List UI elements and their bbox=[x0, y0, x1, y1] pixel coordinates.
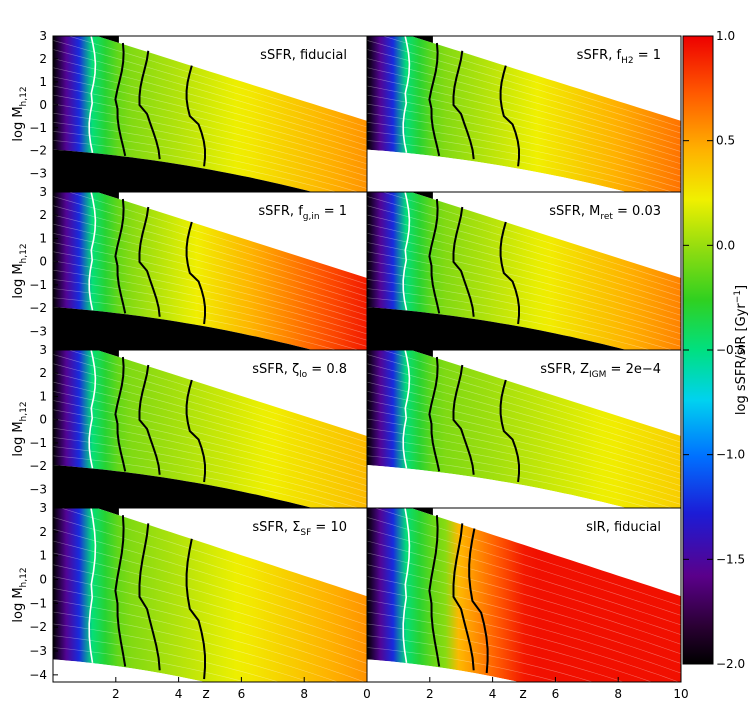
y-tick-label: 3 bbox=[39, 185, 47, 199]
colorbar-tick-label: −1.0 bbox=[716, 448, 745, 462]
y-tick-label: −3 bbox=[29, 167, 47, 181]
y-axis-label: log Mh,12 bbox=[11, 243, 29, 298]
x-tick-label: 6 bbox=[238, 687, 246, 701]
y-axis-label: log Mh,12 bbox=[11, 567, 29, 622]
y-tick-label: 1 bbox=[39, 231, 47, 245]
x-axis-label-left: z bbox=[202, 686, 209, 702]
y-axis-label: log Mh,12 bbox=[11, 401, 29, 456]
y-axis-label: log Mh,12 bbox=[11, 86, 29, 141]
colorbar-label: log sSFR/sIR [Gyr−1] bbox=[733, 285, 749, 415]
y-tick-label: −1 bbox=[29, 596, 47, 610]
y-tick-label: 0 bbox=[39, 413, 47, 427]
colorbar-tick-label: −2.0 bbox=[716, 657, 745, 671]
y-tick-label: −3 bbox=[29, 644, 47, 658]
colorbar-tick-label: −1.5 bbox=[716, 552, 745, 566]
x-tick-label: 10 bbox=[673, 687, 688, 701]
x-tick-label: 8 bbox=[614, 687, 622, 701]
panel-4: sSFR, Mret = 0.03 bbox=[367, 178, 681, 365]
panel-7: sSFR, ΣSF = 10 3 2 1 0 −1 −2 −3 −4 log Mh,12 2 4 6 8 bbox=[11, 494, 367, 720]
y-tick-label: −3 bbox=[29, 324, 47, 338]
colorbar-tick-label: 1.0 bbox=[716, 29, 735, 43]
y-tick-label: −1 bbox=[29, 436, 47, 450]
y-tick-label: 3 bbox=[39, 501, 47, 515]
colorbar-tick-label: 0.0 bbox=[716, 238, 735, 252]
panel-5: sSFR, ζlo = 0.8 3 2 1 0 −1 −2 −3 log Mh,12 bbox=[11, 336, 367, 523]
x-tick-label: 2 bbox=[112, 687, 120, 701]
y-tick-label: −4 bbox=[29, 668, 47, 682]
x-tick-label: 4 bbox=[489, 687, 497, 701]
panel-1: sSFR, fiducial 3 2 1 0 −1 −2 −3 log Mh,12 bbox=[11, 22, 367, 207]
y-tick-label: 0 bbox=[39, 98, 47, 112]
y-tick-label: 2 bbox=[39, 525, 47, 539]
y-tick-label: −1 bbox=[29, 121, 47, 135]
y-tick-label: 1 bbox=[39, 389, 47, 403]
panel-2: sSFR, fH2 = 1 bbox=[367, 22, 681, 207]
y-tick-label: −2 bbox=[29, 620, 47, 634]
panel-6: sSFR, ZIGM = 2e−4 bbox=[367, 336, 681, 523]
colorbar-tick-label: 0.5 bbox=[716, 134, 735, 148]
x-tick-label: 6 bbox=[552, 687, 560, 701]
panel-title: sSFR, fiducial bbox=[260, 48, 347, 63]
x-tick-label: 8 bbox=[300, 687, 308, 701]
x-axis-label-right: z bbox=[519, 686, 526, 702]
x-tick-label: 2 bbox=[426, 687, 434, 701]
y-tick-label: 1 bbox=[39, 75, 47, 89]
panel-title: sIR, fiducial bbox=[586, 520, 661, 535]
y-tick-label: 3 bbox=[39, 343, 47, 357]
y-tick-label: 0 bbox=[39, 573, 47, 587]
y-tick-label: 0 bbox=[39, 255, 47, 269]
y-tick-label: 2 bbox=[39, 208, 47, 222]
y-tick-label: 2 bbox=[39, 52, 47, 66]
y-tick-label: −2 bbox=[29, 301, 47, 315]
y-tick-label: −3 bbox=[29, 482, 47, 496]
y-tick-label: −2 bbox=[29, 459, 47, 473]
y-tick-label: 2 bbox=[39, 366, 47, 380]
colorbar: 1.0 0.5 0.0 −0.5 −1.0 −1.5 −2.0 log sSFR/sIR [… bbox=[683, 29, 749, 671]
y-tick-label: −2 bbox=[29, 144, 47, 158]
y-tick-label: 3 bbox=[39, 29, 47, 43]
panel-3: sSFR, fg,in = 1 3 2 1 0 −1 −2 −3 log Mh,12 bbox=[11, 178, 367, 365]
x-tick-label: 4 bbox=[175, 687, 183, 701]
x-tick-label: 0 bbox=[363, 687, 371, 701]
y-tick-label: −1 bbox=[29, 278, 47, 292]
y-tick-label: 1 bbox=[39, 549, 47, 563]
